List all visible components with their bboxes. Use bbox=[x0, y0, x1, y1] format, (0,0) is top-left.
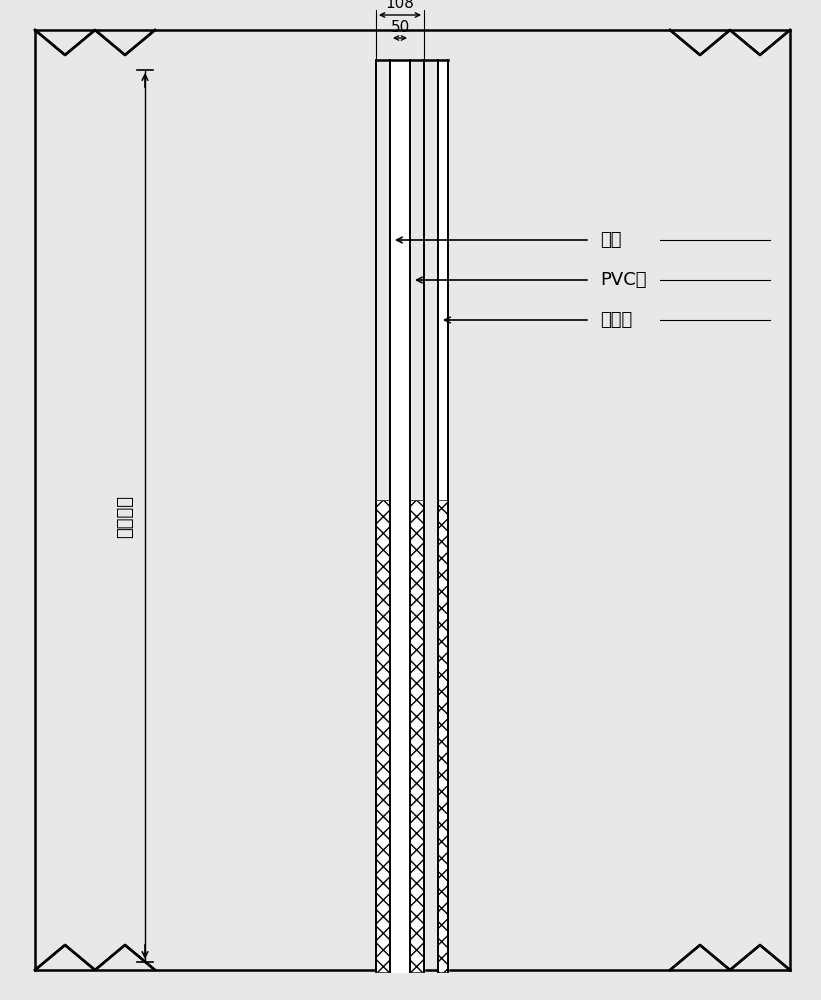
Text: PVC管: PVC管 bbox=[600, 271, 646, 289]
Text: 50: 50 bbox=[390, 20, 410, 35]
Text: 108: 108 bbox=[386, 0, 415, 11]
Text: 设计深度: 设计深度 bbox=[116, 494, 134, 538]
Bar bbox=[376, 500, 390, 972]
Bar bbox=[410, 500, 424, 972]
Text: 钉筋: 钉筋 bbox=[600, 231, 621, 249]
Bar bbox=[438, 500, 448, 972]
Text: 监测孔: 监测孔 bbox=[600, 311, 632, 329]
